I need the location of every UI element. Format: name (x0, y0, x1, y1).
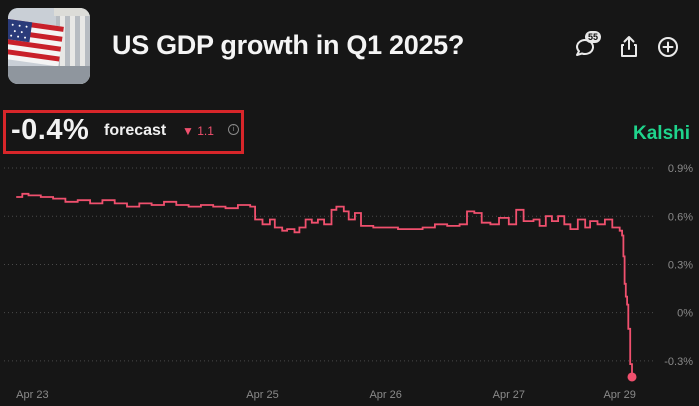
x-tick-label: Apr 27 (493, 389, 525, 401)
x-tick-label: Apr 29 (603, 389, 635, 401)
comments-count-badge: 55 (585, 31, 602, 43)
add-icon (658, 37, 678, 57)
brand-logo[interactable]: Kalshi (633, 123, 691, 144)
page-title: US GDP growth in Q1 2025? (112, 30, 465, 60)
y-tick-label: 0% (677, 308, 693, 320)
series-line (16, 192, 633, 377)
info-icon[interactable]: i (228, 124, 239, 135)
share-button[interactable] (616, 34, 642, 60)
y-tick-label: 0.9% (668, 163, 693, 175)
comment-icon (576, 39, 594, 56)
add-button[interactable] (655, 34, 681, 60)
current-value-point[interactable] (627, 372, 637, 382)
share-icon (621, 36, 637, 57)
x-tick-label: Apr 26 (369, 389, 401, 401)
y-tick-label: -0.3% (664, 356, 693, 368)
flag-building-image (8, 8, 90, 84)
forecast-highlight-box (3, 110, 244, 154)
forecast-value: -0.4% (11, 114, 90, 146)
comments-button[interactable] (572, 34, 598, 60)
y-tick-label: 0.3% (668, 259, 693, 271)
chart-series (16, 192, 637, 382)
forecast-change: ▼ 1.1 (182, 124, 214, 138)
forecast-change-value: 1.1 (197, 124, 214, 138)
forecast-label: forecast (104, 122, 167, 139)
chart-tick-labels: 0.9% 0.6% 0.3% 0% -0.3% Apr 23 Apr 25 Apr 26 Apr… (16, 163, 693, 401)
market-thumbnail (8, 8, 90, 84)
chart-gridlines (4, 167, 655, 362)
y-tick-label: 0.6% (668, 211, 693, 223)
x-tick-label: Apr 25 (246, 389, 278, 401)
x-tick-label: Apr 23 (16, 389, 48, 401)
down-arrow-icon: ▼ (182, 124, 194, 138)
